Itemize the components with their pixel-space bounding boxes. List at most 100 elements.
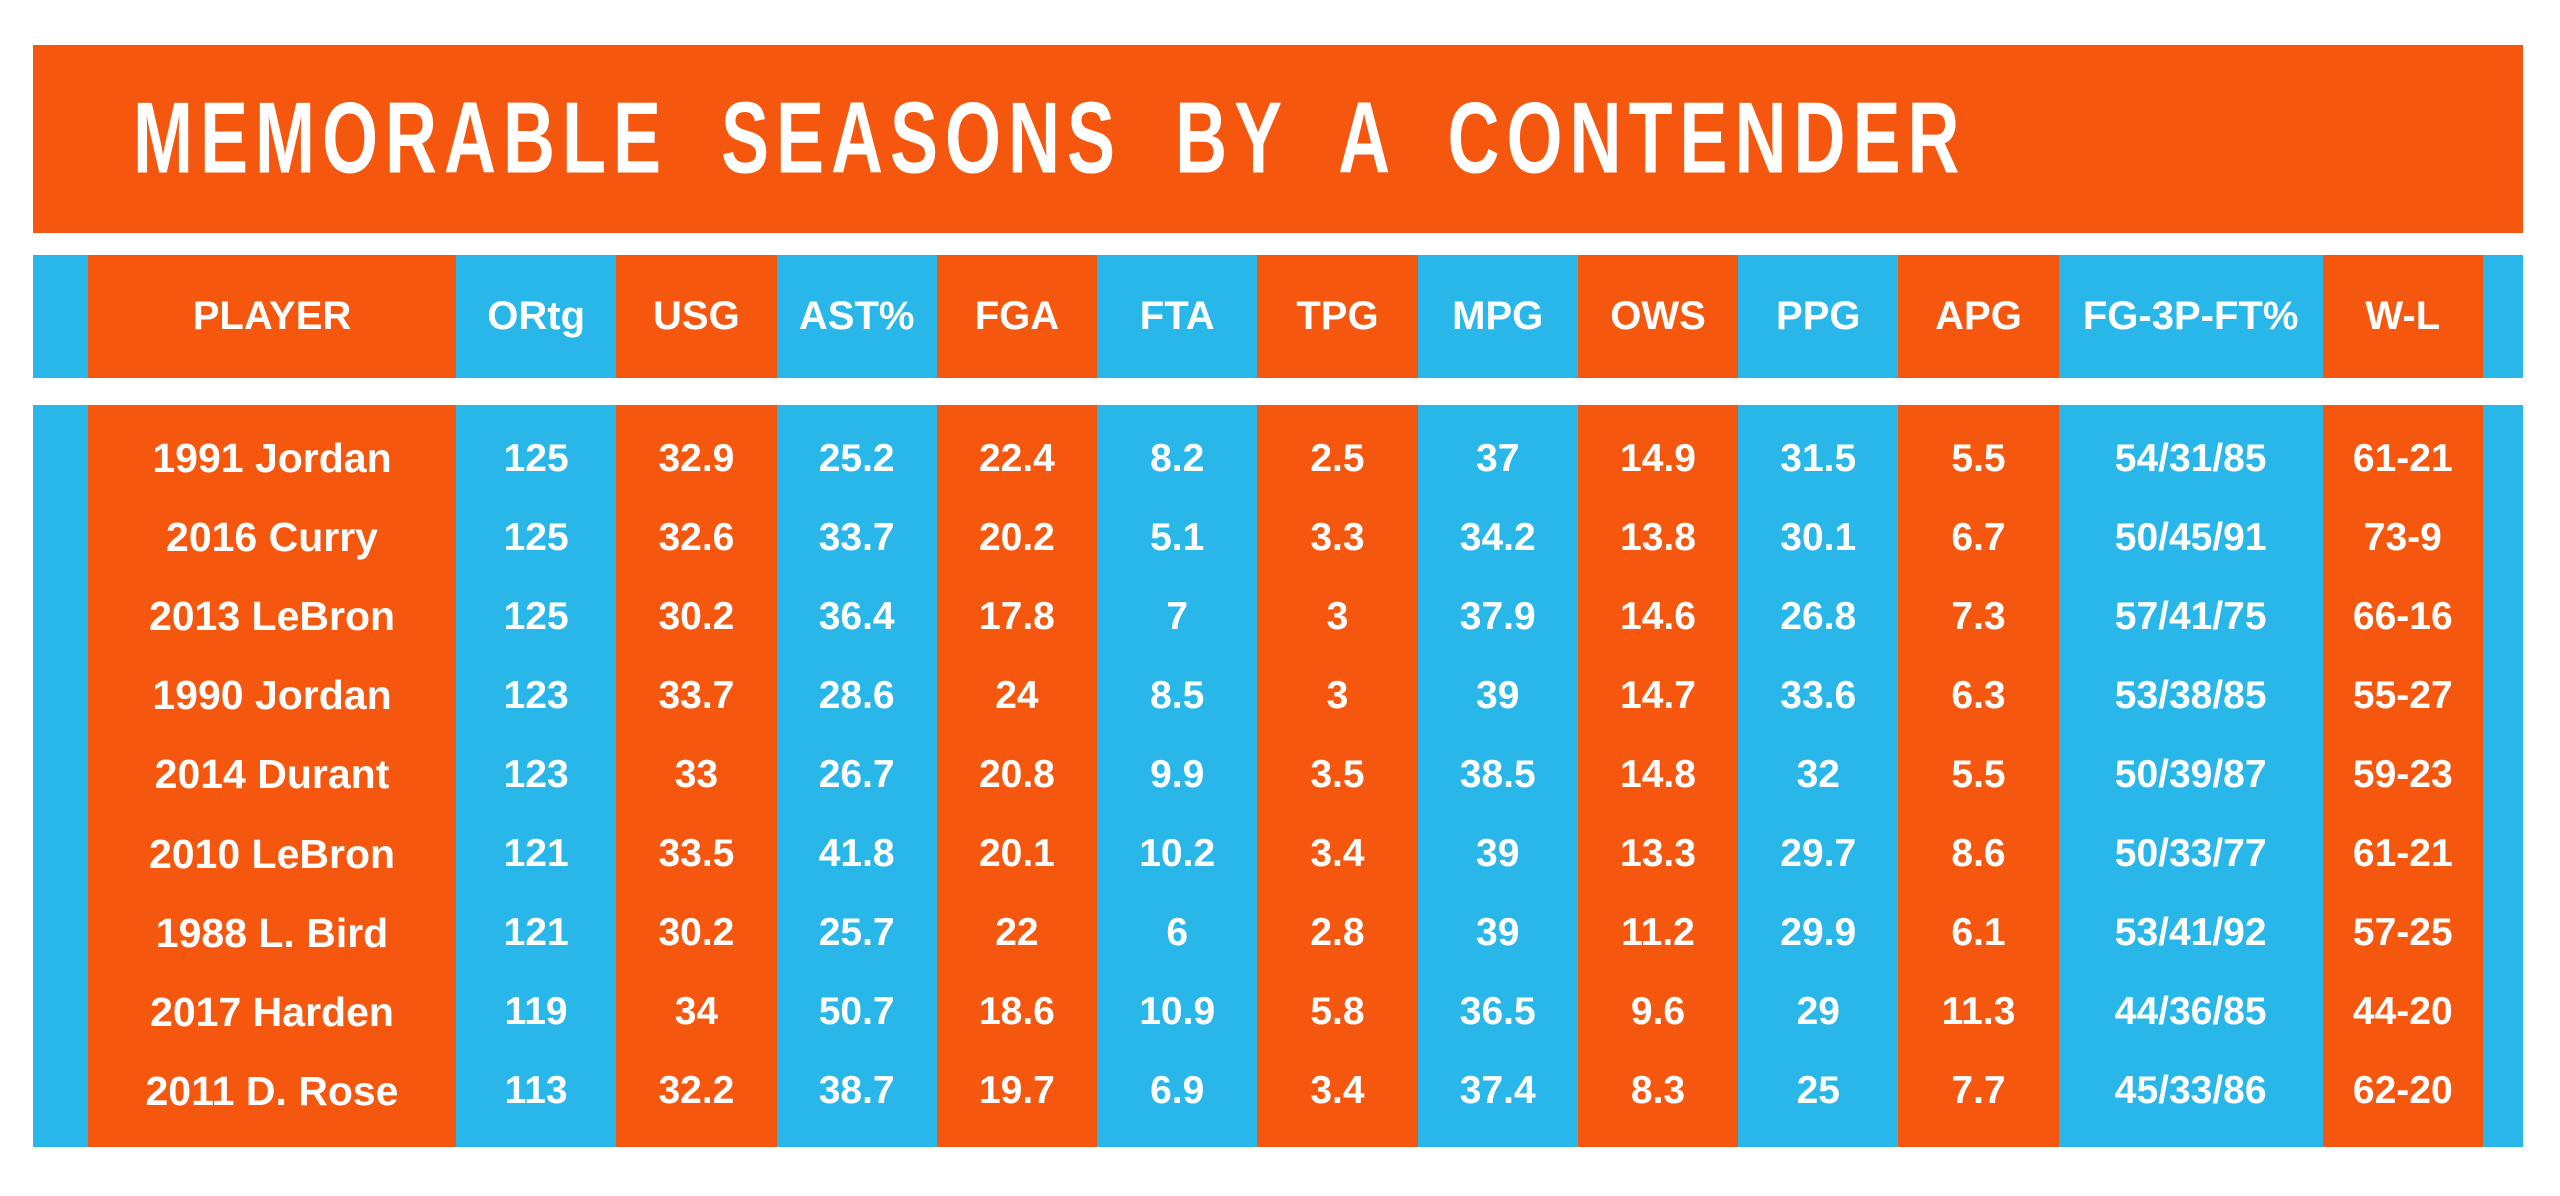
cell-fta: 8.2: [1150, 436, 1205, 480]
cell-tpg: 3.4: [1310, 832, 1365, 876]
left-edge-stripe-spacer: [33, 735, 88, 814]
cell-mpg: 39: [1476, 673, 1520, 717]
cell-tpg: 3: [1326, 673, 1349, 717]
apg-column-stripe: [1898, 405, 2059, 1147]
cell-fg-3p-ft: 50/45/91: [2114, 515, 2267, 559]
right-edge-stripe-spacer: [2483, 735, 2523, 814]
left-edge-stripe-spacer: [33, 1052, 88, 1131]
cell-fta: 10.9: [1139, 990, 1216, 1034]
cell-ortg: 123: [503, 673, 569, 717]
table-row: 2017 Harden 119 34 50.7 18.6 10.9 5.8 36…: [33, 973, 2523, 1052]
cell-ows: 11.2: [1621, 911, 1695, 955]
cell-wl: 61-21: [2352, 436, 2453, 480]
ows-column-stripe: [1577, 405, 1739, 1147]
cell-ortg: 113: [504, 1069, 568, 1113]
col-header-player: PLAYER: [88, 255, 456, 378]
right-edge-stripe-spacer: [2483, 894, 2523, 973]
left-edge-stripe: [33, 255, 88, 378]
col-header-fga: FGA: [936, 255, 1098, 378]
cell-apg: 6.3: [1951, 673, 2006, 717]
cell-ortg: 119: [504, 990, 568, 1034]
table-header-row: PLAYER ORtg USG AST% FGA FTA TPG MPG OWS…: [33, 255, 2523, 378]
cell-fg-3p-ft: 57/41/75: [2114, 594, 2267, 638]
cell-mpg: 39: [1476, 911, 1520, 955]
col-header-ppg: PPG: [1738, 255, 1899, 378]
cell-ppg: 29.7: [1780, 832, 1857, 876]
cell-ortg: 121: [503, 832, 569, 876]
cell-ortg: 123: [503, 752, 569, 796]
cell-fg-3p-ft: 50/39/87: [2114, 752, 2267, 796]
cell-ows: 13.3: [1620, 832, 1696, 876]
cell-player: 2016 Curry: [166, 514, 378, 561]
table-row: 1988 L. Bird 121 30.2 25.7 22 6 2.8 39 1…: [33, 894, 2523, 973]
cell-ows: 14.9: [1620, 436, 1696, 480]
title-banner: MEMORABLE SEASONS BY A CONTENDER: [33, 45, 2523, 233]
cell-mpg: 34.2: [1459, 515, 1536, 559]
cell-ast-pct: 26.7: [818, 752, 895, 796]
cell-wl: 66-16: [2352, 594, 2453, 638]
cell-wl: 62-20: [2352, 1069, 2453, 1113]
page-title: MEMORABLE SEASONS BY A CONTENDER: [133, 83, 1967, 195]
cell-ppg: 32: [1796, 752, 1840, 796]
left-edge-stripe-spacer: [33, 815, 88, 894]
cell-player: 1990 Jordan: [152, 672, 392, 719]
cell-fga: 22.4: [978, 436, 1055, 480]
col-header-mpg: MPG: [1417, 255, 1578, 378]
cell-usg: 30.2: [658, 594, 735, 638]
cell-ows: 8.3: [1630, 1069, 1686, 1113]
cell-fg-3p-ft: 53/38/85: [2114, 673, 2267, 717]
table-rows: 1991 Jordan 125 32.9 25.2 22.4 8.2 2.5 3…: [33, 419, 2523, 1131]
cell-ast-pct: 25.7: [818, 911, 895, 955]
cell-player: 2010 LeBron: [148, 830, 396, 877]
cell-fta: 8.5: [1150, 673, 1205, 717]
left-edge-stripe-spacer: [33, 577, 88, 656]
cell-fga: 20.1: [978, 832, 1055, 876]
right-edge-stripe-spacer: [2483, 498, 2523, 577]
cell-ast-pct: 33.7: [818, 515, 895, 559]
ortg-column-stripe: [456, 405, 617, 1147]
cell-ortg: 121: [503, 911, 569, 955]
cell-player: 1988 L. Bird: [155, 909, 389, 956]
cell-ows: 14.7: [1620, 673, 1696, 717]
right-edge-stripe: [2482, 405, 2523, 1147]
cell-tpg: 2.5: [1310, 436, 1365, 480]
left-edge-stripe-spacer: [33, 973, 88, 1052]
ast-pct-column-stripe: [776, 405, 937, 1147]
cell-wl: 59-23: [2352, 752, 2453, 796]
cell-apg: 5.5: [1951, 752, 2006, 796]
cell-fta: 6.9: [1150, 1069, 1205, 1113]
cell-fga: 17.8: [978, 594, 1055, 638]
cell-fg-3p-ft: 44/36/85: [2114, 990, 2267, 1034]
cell-player: 2014 Durant: [154, 751, 390, 798]
usg-column-stripe: [616, 405, 777, 1147]
cell-fg-3p-ft: 54/31/85: [2114, 436, 2267, 480]
cell-tpg: 3.3: [1310, 515, 1365, 559]
cell-player: 1991 Jordan: [152, 435, 392, 482]
right-edge-stripe-spacer: [2483, 419, 2523, 498]
table-row: 1991 Jordan 125 32.9 25.2 22.4 8.2 2.5 3…: [33, 419, 2523, 498]
cell-fg-3p-ft: 45/33/86: [2114, 1069, 2267, 1113]
cell-wl: 57-25: [2352, 911, 2453, 955]
table-row: 2011 D. Rose 113 32.2 38.7 19.7 6.9 3.4 …: [33, 1052, 2523, 1131]
cell-ast-pct: 38.7: [818, 1069, 895, 1113]
cell-ows: 13.8: [1620, 515, 1696, 559]
cell-ows: 14.6: [1620, 594, 1696, 638]
col-header-ast-pct: AST%: [776, 255, 937, 378]
cell-ppg: 29: [1796, 990, 1840, 1034]
cell-mpg: 38.5: [1459, 752, 1536, 796]
cell-usg: 32.2: [658, 1069, 735, 1113]
cell-apg: 5.5: [1951, 436, 2006, 480]
right-edge-stripe-spacer: [2483, 656, 2523, 735]
left-edge-stripe-spacer: [33, 656, 88, 735]
cell-fta: 7: [1166, 594, 1189, 638]
cell-tpg: 3: [1326, 594, 1349, 638]
cell-ast-pct: 41.8: [818, 832, 895, 876]
right-edge-stripe-spacer: [2483, 577, 2523, 656]
table-body: 1991 Jordan 125 32.9 25.2 22.4 8.2 2.5 3…: [33, 405, 2523, 1147]
cell-mpg: 37.4: [1459, 1069, 1536, 1113]
table-row: 2010 LeBron 121 33.5 41.8 20.1 10.2 3.4 …: [33, 815, 2523, 894]
fga-column-stripe: [936, 405, 1098, 1147]
cell-apg: 11.3: [1941, 990, 2016, 1034]
cell-mpg: 37.9: [1459, 594, 1536, 638]
